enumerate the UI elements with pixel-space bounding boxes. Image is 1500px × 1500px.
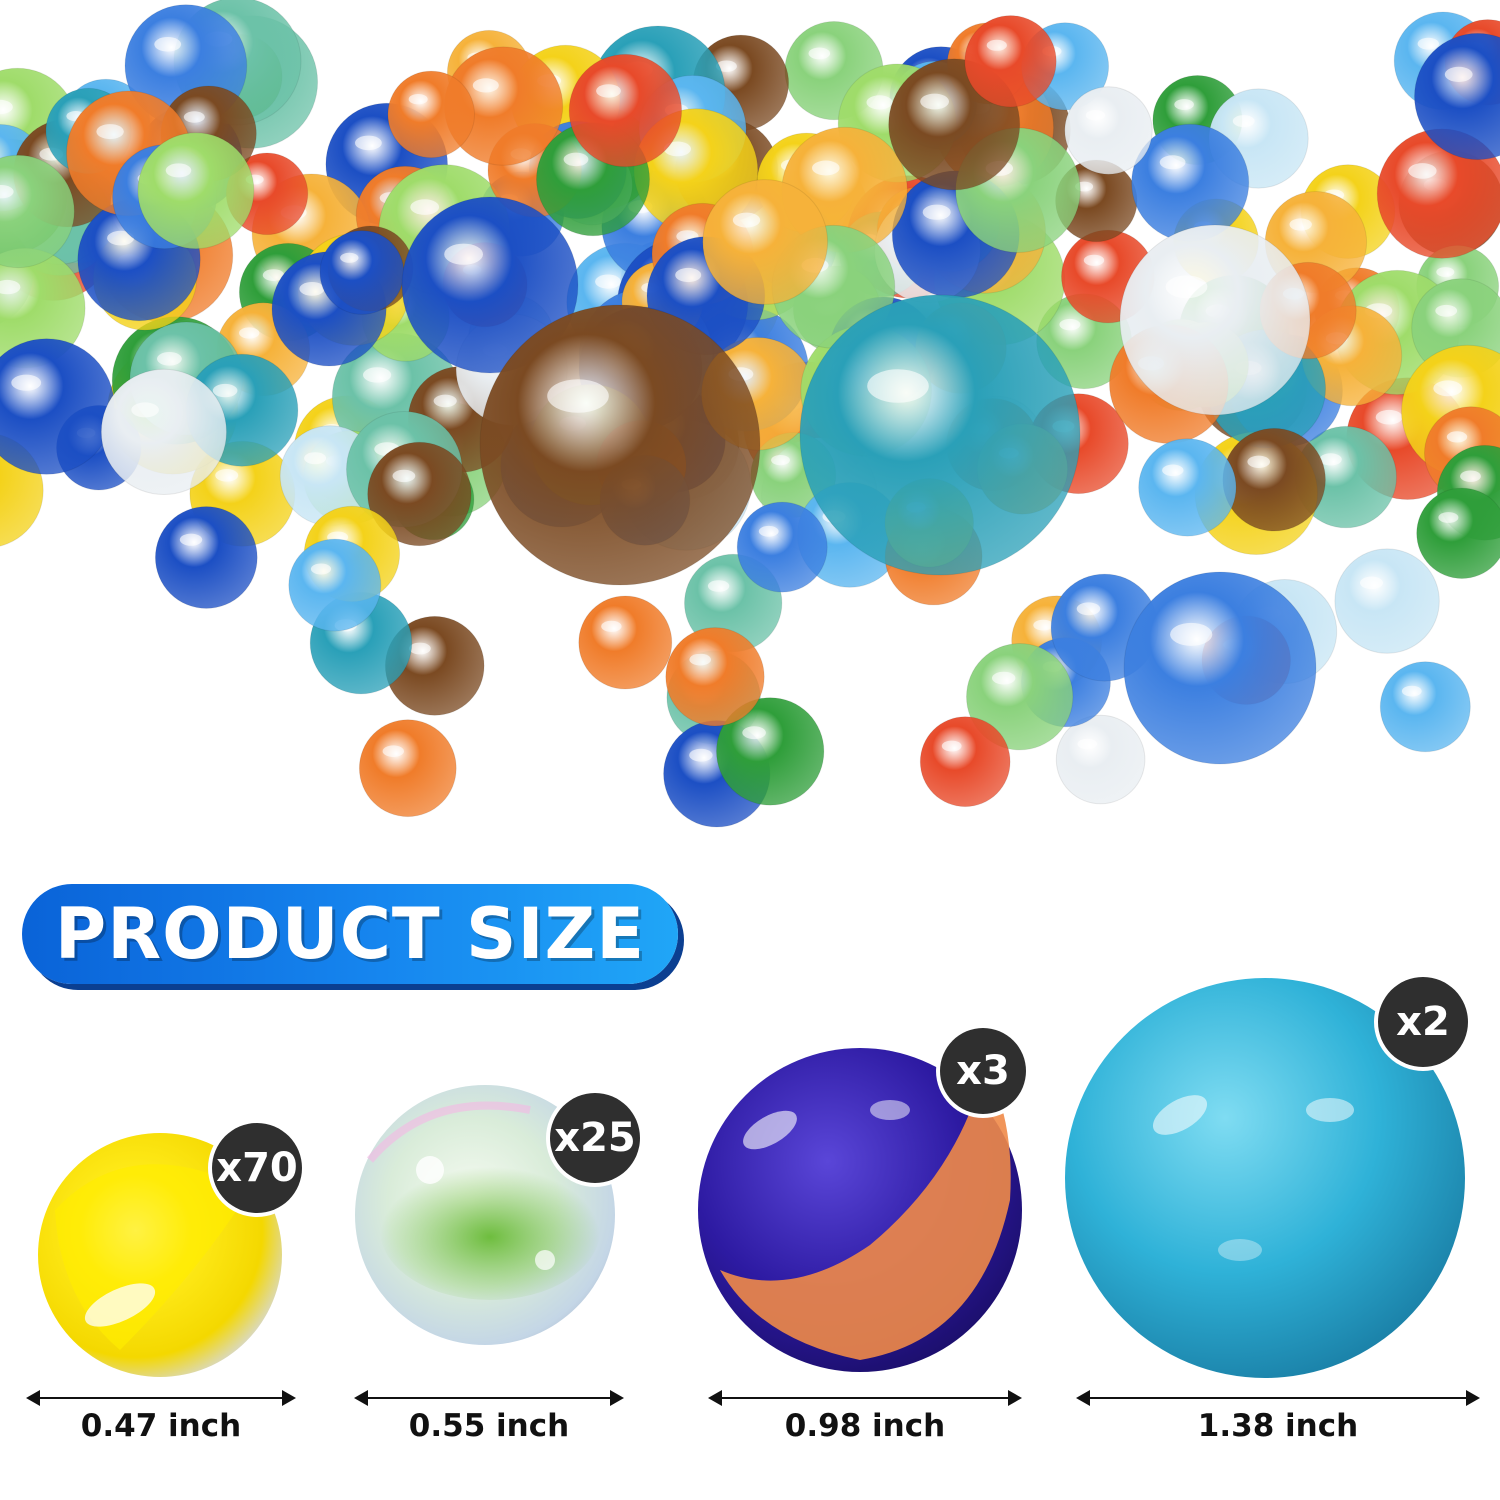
size-label-4: 1.38 inch [1197,1408,1359,1444]
marbles-pile-graphic [0,0,1500,828]
count-badge-large: x2 [1378,977,1468,1067]
marble-iridescent [355,1085,615,1345]
count-badge-small: x70 [212,1123,302,1213]
dimension-arrow-3 [708,1386,1022,1410]
product-size-heading-text: PRODUCT SIZE [54,893,646,975]
product-marbles-graphic [38,978,1465,1378]
dimension-arrow-1 [26,1386,296,1410]
marble-purple-swirl [698,1048,1022,1372]
size-label-3: 0.98 inch [784,1408,946,1444]
marbles-pile-image [0,0,1500,828]
dimension-arrow-4 [1076,1386,1480,1410]
marble-large-aqua [1065,978,1465,1378]
product-size-heading: PRODUCT SIZE [22,884,678,984]
product-marbles [0,960,1500,1400]
size-label-1: 0.47 inch [80,1408,242,1444]
count-badge-medium-large: x3 [940,1028,1026,1114]
size-label-2: 0.55 inch [408,1408,570,1444]
count-badge-medium-small: x25 [550,1093,640,1183]
dimension-arrow-2 [354,1386,624,1410]
